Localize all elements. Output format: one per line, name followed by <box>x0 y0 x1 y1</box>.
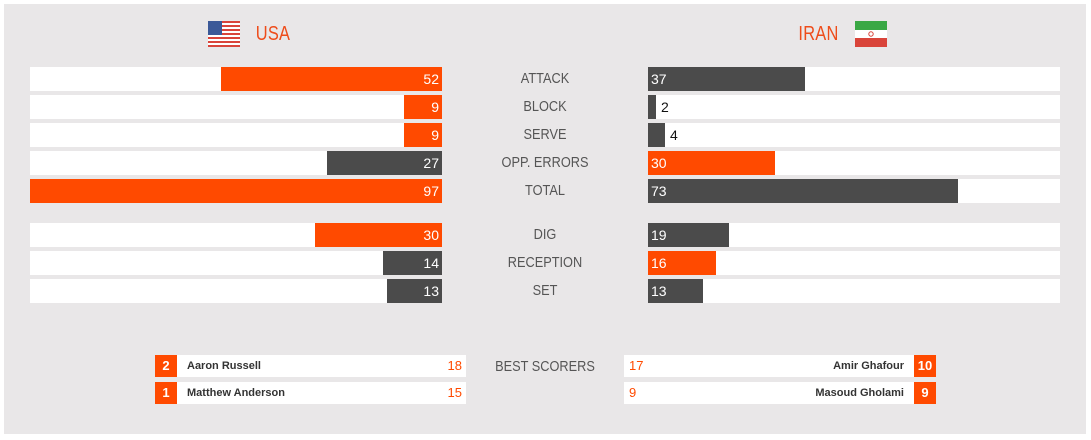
stat-row: 30 DIG 19 <box>0 223 1091 247</box>
away-bar-track: 30 <box>648 151 1060 175</box>
home-bar-track: 9 <box>30 95 442 119</box>
team-away-name: IRAN <box>798 22 839 45</box>
home-bar-track: 97 <box>30 179 442 203</box>
away-bar-track: 37 <box>648 67 1060 91</box>
stat-row: 97 TOTAL 73 <box>0 179 1091 203</box>
scorer-row: 10 Amir Ghafour 17 <box>624 355 936 377</box>
team-home-header: USA <box>208 20 294 48</box>
away-bar <box>648 67 805 91</box>
scorer-row: 1 Matthew Anderson 15 <box>155 382 466 404</box>
away-value: 2 <box>661 99 669 115</box>
away-bar-track: 73 <box>648 179 1060 203</box>
stat-label: ATTACK <box>520 70 570 87</box>
home-value: 27 <box>423 155 439 171</box>
away-bar <box>648 279 703 303</box>
stat-label: RECEPTION <box>507 254 583 271</box>
stat-row: 14 RECEPTION 16 <box>0 251 1091 275</box>
home-value: 9 <box>431 99 439 115</box>
home-bar: 13 <box>387 279 442 303</box>
stat-row: 9 SERVE 4 <box>0 123 1091 147</box>
home-bar: 52 <box>221 67 442 91</box>
stat-row: 27 OPP. ERRORS 30 <box>0 151 1091 175</box>
stat-label: DIG <box>533 226 557 243</box>
away-bar-track: 19 <box>648 223 1060 247</box>
home-bar-track: 52 <box>30 67 442 91</box>
scorer-row: 2 Aaron Russell 18 <box>155 355 466 377</box>
jersey-number-badge: 2 <box>155 355 177 377</box>
home-bar-track: 14 <box>30 251 442 275</box>
home-value: 13 <box>423 283 439 299</box>
jersey-number-badge: 10 <box>914 355 936 377</box>
team-away-header: IRAN <box>794 20 887 48</box>
away-value: 37 <box>651 71 667 87</box>
scorer-points: 18 <box>447 358 462 373</box>
home-bar-track: 30 <box>30 223 442 247</box>
scorer-name: Masoud Gholami <box>815 387 904 399</box>
away-value: 4 <box>670 127 678 143</box>
home-bar-track: 27 <box>30 151 442 175</box>
home-bar-track: 9 <box>30 123 442 147</box>
away-bar <box>648 95 656 119</box>
scorer-points: 15 <box>447 385 462 400</box>
home-value: 30 <box>423 227 439 243</box>
home-bar: 9 <box>404 95 442 119</box>
stat-row: 52 ATTACK 37 <box>0 67 1091 91</box>
stat-label: BLOCK <box>523 98 567 115</box>
jersey-number-badge: 9 <box>914 382 936 404</box>
best-scorers-label: BEST SCORERS <box>495 358 595 375</box>
away-bar <box>648 123 665 147</box>
away-value: 19 <box>651 227 667 243</box>
scorer-points: 9 <box>629 385 637 400</box>
away-value: 73 <box>651 183 667 199</box>
home-bar: 27 <box>327 151 442 175</box>
home-bar-track: 13 <box>30 279 442 303</box>
away-bar-track: 4 <box>648 123 1060 147</box>
home-value: 9 <box>431 127 439 143</box>
stat-row: 13 SET 13 <box>0 279 1091 303</box>
away-bar <box>648 251 716 275</box>
away-bar-track: 2 <box>648 95 1060 119</box>
home-bar: 97 <box>30 179 442 203</box>
stat-label: TOTAL <box>525 182 565 199</box>
home-value: 14 <box>423 255 439 271</box>
scorer-points: 17 <box>629 358 644 373</box>
stat-label: SET <box>532 282 558 299</box>
away-value: 16 <box>651 255 667 271</box>
away-value: 13 <box>651 283 667 299</box>
home-bar: 9 <box>404 123 442 147</box>
home-value: 52 <box>423 71 439 87</box>
home-value: 97 <box>423 183 439 199</box>
scorer-row: 9 Masoud Gholami 9 <box>624 382 936 404</box>
home-bar: 14 <box>383 251 442 275</box>
scorer-name: Matthew Anderson <box>187 387 285 399</box>
away-bar-track: 13 <box>648 279 1060 303</box>
jersey-number-badge: 1 <box>155 382 177 404</box>
home-bar: 30 <box>315 223 442 247</box>
away-value: 30 <box>651 155 667 171</box>
scorer-name: Amir Ghafour <box>833 360 904 372</box>
scorer-name: Aaron Russell <box>187 360 261 372</box>
stat-label: SERVE <box>523 126 567 143</box>
stat-row: 9 BLOCK 2 <box>0 95 1091 119</box>
stat-label: OPP. ERRORS <box>501 154 589 171</box>
iran-flag-icon <box>855 21 887 47</box>
away-bar <box>648 179 958 203</box>
usa-flag-icon <box>208 21 240 47</box>
team-home-name: USA <box>255 22 291 45</box>
away-bar <box>648 151 775 175</box>
away-bar <box>648 223 729 247</box>
away-bar-track: 16 <box>648 251 1060 275</box>
